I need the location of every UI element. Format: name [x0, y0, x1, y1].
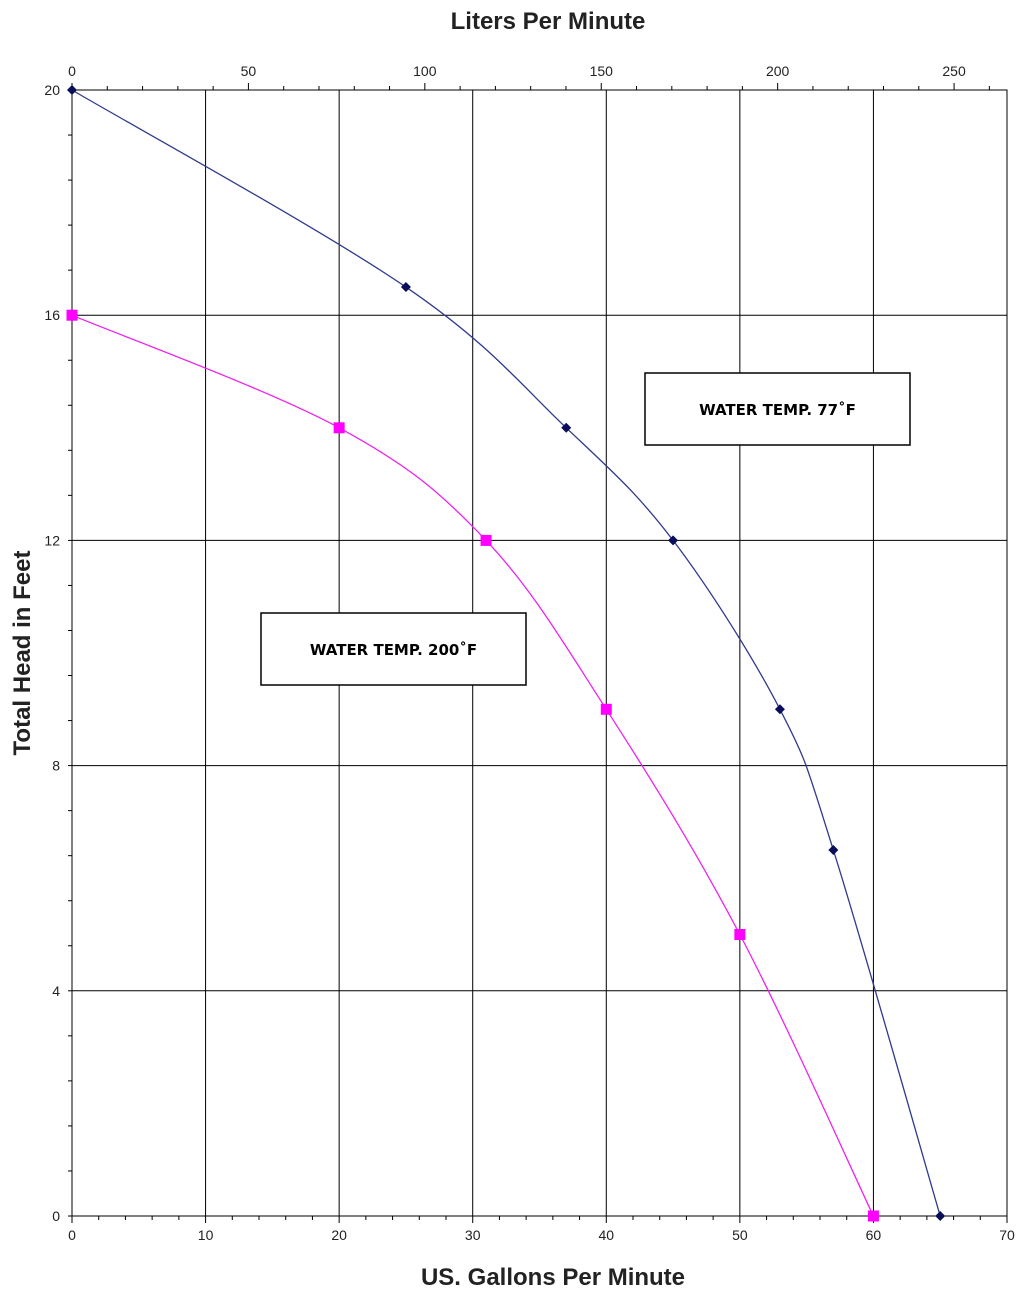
data-point-diamond — [668, 535, 679, 546]
data-point-square — [480, 534, 492, 546]
annotation-200f: WATER TEMP. 200˚F — [260, 612, 527, 686]
x2-tick-label: 200 — [766, 63, 790, 79]
minor-ticks — [68, 83, 1008, 1223]
data-point-diamond — [561, 422, 572, 433]
data-point-square — [867, 1210, 879, 1222]
x-tick-label: 30 — [465, 1227, 481, 1243]
y-tick-label: 12 — [44, 532, 60, 548]
data-point-diamond — [67, 85, 77, 95]
x-tick-label: 10 — [198, 1227, 214, 1243]
x2-tick-label: 150 — [590, 63, 614, 79]
x2-tick-label: 250 — [942, 63, 966, 79]
plot-area-frame — [71, 89, 1008, 1217]
data-point-square — [333, 422, 345, 434]
x-tick-label: 40 — [598, 1227, 614, 1243]
x-tick-label: 0 — [68, 1227, 76, 1243]
data-point-diamond — [935, 1211, 946, 1221]
x2-tick-label: 50 — [241, 63, 257, 79]
annotation-77f-label: WATER TEMP. 77˚F — [699, 401, 856, 419]
x2-tick-label: 100 — [413, 63, 437, 79]
annotation-200f-box — [260, 612, 527, 686]
x-tick-label: 20 — [331, 1227, 347, 1243]
x-tick-label: 60 — [866, 1227, 882, 1243]
y-tick-label: 0 — [52, 1208, 60, 1224]
y-axis-title: Total Head in Feet — [9, 551, 36, 756]
data-point-diamond — [400, 282, 411, 293]
y-tick-label: 8 — [52, 758, 60, 774]
annotation-77f: WATER TEMP. 77˚F — [644, 372, 911, 446]
data-point-square — [66, 309, 78, 321]
bottom-axis-title: US. Gallons Per Minute — [421, 1264, 685, 1289]
annotation-77f-box — [644, 372, 911, 446]
series-markers — [66, 85, 946, 1222]
data-point-diamond — [774, 704, 785, 715]
annotation-200f-label: WATER TEMP. 200˚F — [310, 641, 477, 659]
top-axis-title: Liters Per Minute — [451, 8, 646, 35]
series-line-1 — [71, 314, 875, 1217]
y-tick-label: 16 — [44, 307, 60, 323]
y-tick-label: 20 — [44, 82, 60, 98]
y-tick-label: 4 — [52, 983, 60, 999]
x2-tick-label: 0 — [68, 63, 76, 79]
data-point-square — [734, 929, 746, 940]
x-tick-label: 70 — [999, 1227, 1015, 1243]
data-point-diamond — [828, 845, 839, 856]
x-tick-label: 50 — [732, 1227, 748, 1243]
data-point-square — [600, 703, 612, 715]
tick-labels: 0 10 20 30 40 50 60 70 0 50 100 150 200 250 0 4 8 12 16 20 — [44, 63, 1015, 1243]
